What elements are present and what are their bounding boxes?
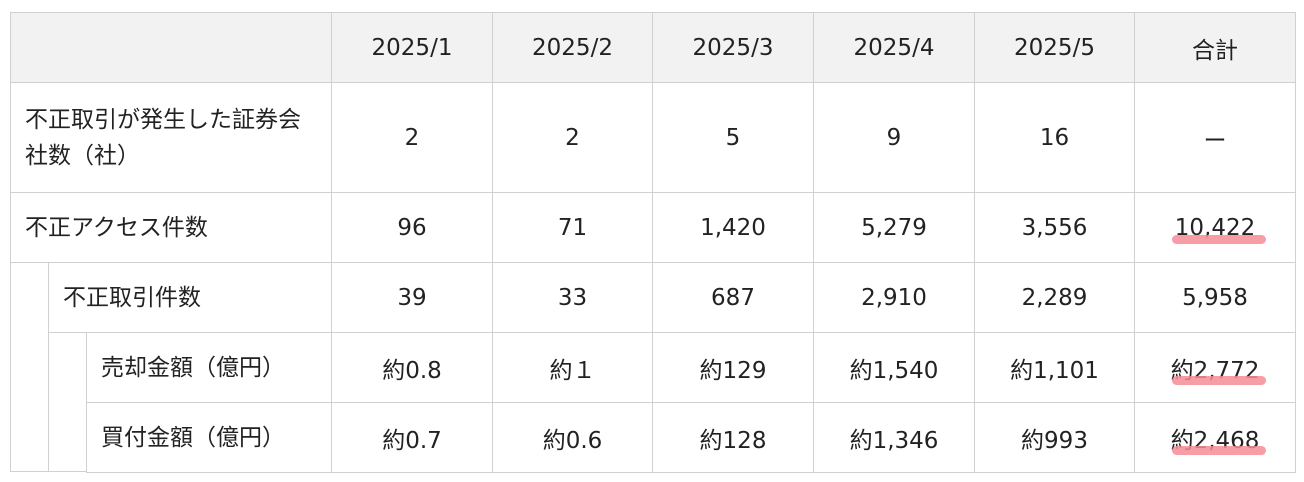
data-cell: 約１ <box>492 332 653 403</box>
data-cell: 39 <box>331 262 493 333</box>
cell-text: 71 <box>557 214 588 241</box>
row-label: 不正アクセス件数 <box>10 192 332 263</box>
data-cell: 16 <box>974 82 1135 193</box>
cell-text: 合計 <box>1192 37 1238 64</box>
cell-text: 39 <box>397 284 427 311</box>
header-cell: 合計 <box>1134 12 1296 83</box>
cell-text: 2025/1 <box>371 34 453 61</box>
cell-text: 2025/5 <box>1014 34 1095 61</box>
cell-text: 2 <box>565 124 580 151</box>
data-cell: 約0.6 <box>492 402 653 473</box>
cell-text: 売却金額（億円） <box>101 354 285 381</box>
cell-text: 2025/4 <box>853 34 935 61</box>
cell-text: 33 <box>557 284 588 311</box>
cell-text: 2025/3 <box>692 34 774 61</box>
indent-space <box>10 262 49 472</box>
cell-text: 約1,101 <box>1010 357 1099 384</box>
cell-text: 5,279 <box>861 214 927 241</box>
data-cell: 2,910 <box>813 262 975 333</box>
data-cell: 約1,540 <box>813 332 975 403</box>
row-label: 売却金額（億円） <box>86 332 332 403</box>
cell-text: 2,910 <box>861 284 927 311</box>
indent-space <box>48 332 87 472</box>
data-cell: 71 <box>492 192 653 263</box>
cell-text: 約128 <box>699 427 767 454</box>
data-cell: 約2,772 <box>1134 332 1296 403</box>
cell-text: 2,289 <box>1021 284 1088 311</box>
data-cell: 約129 <box>652 332 814 403</box>
row-label: 不正取引が発生した証券会社数（社） <box>10 82 332 193</box>
cell-text: 約0.7 <box>382 427 442 454</box>
header-cell: 2025/2 <box>492 12 653 83</box>
data-cell: 約1,346 <box>813 402 975 473</box>
data-cell: 5,279 <box>813 192 975 263</box>
cell-text: 約１ <box>549 357 596 384</box>
cell-text: 2025/2 <box>532 34 613 61</box>
data-cell: 1,420 <box>652 192 814 263</box>
data-cell: 約993 <box>974 402 1135 473</box>
data-cell: 約2,468 <box>1134 402 1296 473</box>
cell-text: 不正取引件数 <box>63 284 201 311</box>
cell-text: 約1,346 <box>849 427 939 454</box>
cell-text: 約1,540 <box>849 357 939 384</box>
row-label: 買付金額（億円） <box>86 402 332 473</box>
cell-text: 約0.6 <box>542 427 603 454</box>
data-cell: 5,958 <box>1134 262 1296 333</box>
data-cell: 2 <box>492 82 653 193</box>
cell-text: 不正取引が発生した証券会社数（社） <box>25 106 301 169</box>
header-cell: 2025/1 <box>331 12 493 83</box>
cell-text: 687 <box>711 284 755 311</box>
cell-text: 不正アクセス件数 <box>25 214 208 241</box>
data-cell: 687 <box>652 262 814 333</box>
data-cell: 約1,101 <box>974 332 1135 403</box>
cell-text: 16 <box>1039 124 1070 151</box>
data-cell: 2,289 <box>974 262 1135 333</box>
data-cell: 5 <box>652 82 814 193</box>
cell-text: 買付金額（億円） <box>101 424 285 451</box>
data-cell: 約128 <box>652 402 814 473</box>
data-cell: 約0.8 <box>331 332 493 403</box>
highlight <box>1172 446 1266 455</box>
data-cell: ー <box>1134 82 1296 193</box>
cell-text: ー <box>1203 127 1227 154</box>
data-cell: 約0.7 <box>331 402 493 473</box>
highlight <box>1172 235 1266 244</box>
data-cell: 10,422 <box>1134 192 1296 263</box>
header-cell: 2025/5 <box>974 12 1135 83</box>
cell-text: 96 <box>397 214 427 241</box>
cell-text: 約129 <box>699 357 767 384</box>
row-label: 不正取引件数 <box>48 262 332 333</box>
cell-text: 9 <box>886 124 902 151</box>
cell-text: 2 <box>404 124 420 151</box>
header-cell: 2025/4 <box>813 12 975 83</box>
cell-text: 1,420 <box>700 214 766 241</box>
header-cell: 2025/3 <box>652 12 814 83</box>
data-cell: 96 <box>331 192 493 263</box>
cell-text: 約0.8 <box>382 357 442 384</box>
cell-text: 5 <box>725 124 741 151</box>
data-cell: 3,556 <box>974 192 1135 263</box>
cell-text: 5,958 <box>1182 284 1248 311</box>
cell-text: 3,556 <box>1021 214 1088 241</box>
header-cell <box>10 12 332 83</box>
data-cell: 33 <box>492 262 653 333</box>
data-cell: 2 <box>331 82 493 193</box>
highlight <box>1172 376 1266 385</box>
cell-text: 約993 <box>1021 427 1088 454</box>
data-cell: 9 <box>813 82 975 193</box>
